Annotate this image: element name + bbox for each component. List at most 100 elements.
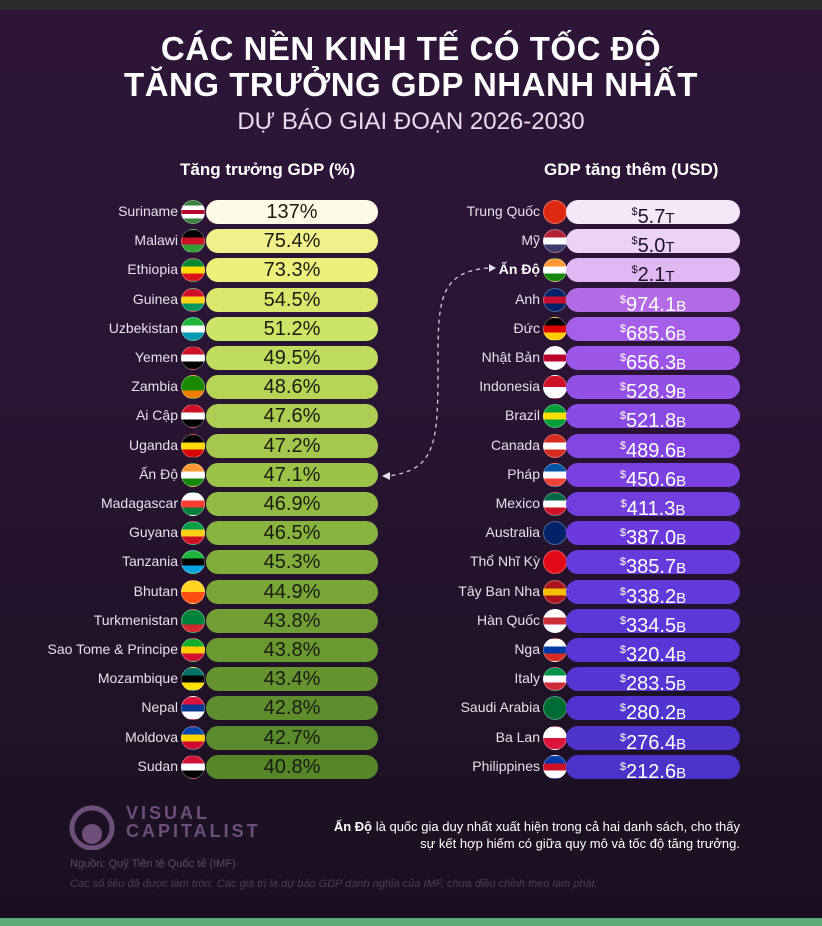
country-label: Malawi xyxy=(134,232,178,249)
country-label: Đức xyxy=(513,319,540,336)
value-bar: 73.3% xyxy=(206,258,378,283)
value-bar: $385.7B xyxy=(566,550,740,578)
currency-symbol: $ xyxy=(619,352,627,364)
value-label: 43.8% xyxy=(263,609,321,632)
value-label: 974.1 xyxy=(626,293,677,316)
value-label: 334.5 xyxy=(626,614,677,637)
bar-row: Mexico $411.3B xyxy=(0,492,822,520)
country-label: Nepal xyxy=(141,699,178,716)
value-label: 489.6 xyxy=(626,439,677,462)
flag-icon xyxy=(181,521,205,546)
value-label: 320.4 xyxy=(626,644,677,666)
currency-symbol: $ xyxy=(631,206,638,218)
flag-icon xyxy=(543,492,567,516)
value-bar: $521.8B xyxy=(566,404,740,432)
unit-suffix: T xyxy=(665,239,675,257)
country-label: Australia xyxy=(485,524,540,541)
value-bar: 137% xyxy=(206,200,378,224)
flag-icon xyxy=(181,462,205,487)
unit-suffix: B xyxy=(676,764,687,782)
value-bar: $276.4B xyxy=(566,725,740,754)
value-bar: 46.9% xyxy=(206,492,378,516)
country-label: Ấn Độ xyxy=(139,465,178,482)
flag-icon xyxy=(181,433,205,458)
value-label: 49.5% xyxy=(263,347,321,369)
unit-suffix: B xyxy=(676,385,687,403)
unit-suffix: B xyxy=(676,443,687,461)
value-label: 42.8% xyxy=(263,697,321,720)
currency-symbol: $ xyxy=(619,644,627,656)
bar-row: Turkmenistan 43.8% xyxy=(0,608,822,633)
value-label: 5.7 xyxy=(637,206,666,228)
title-line-1: CÁC NỀN KINH TẾ CÓ TỐC ĐỘ xyxy=(160,30,662,67)
flag-icon xyxy=(181,200,205,224)
bar-row: Sudan 40.8% xyxy=(0,754,822,779)
value-bar: $489.6B xyxy=(566,433,740,462)
flag-icon xyxy=(181,667,205,692)
country-label: Uganda xyxy=(128,436,178,453)
unit-suffix: B xyxy=(676,677,687,695)
currency-symbol: $ xyxy=(619,760,627,773)
subtitle: DỰ BÁO GIAI ĐOẠN 2026-2030 xyxy=(237,108,585,135)
bottom-strip xyxy=(0,918,822,926)
arrow-head-left xyxy=(382,472,390,480)
bar-row: Moldova 42.7% xyxy=(0,725,822,750)
arrow-head-right xyxy=(489,264,496,272)
unit-suffix: B xyxy=(676,648,687,665)
country-label: Italy xyxy=(514,670,540,687)
value-label: 75.4% xyxy=(263,230,321,253)
value-bar: 47.6% xyxy=(206,404,378,429)
country-label: Guyana xyxy=(128,524,178,541)
country-label: Sao Tome & Principe xyxy=(47,641,178,657)
bar-row: Ấn Độ 47.1% xyxy=(0,462,822,487)
value-label: 385.7 xyxy=(626,556,677,579)
currency-symbol: $ xyxy=(619,731,627,744)
country-label: Zambia xyxy=(131,378,178,395)
bar-row: Tanzania 45.3% xyxy=(0,550,822,575)
value-bar: 45.3% xyxy=(206,550,378,575)
value-label: 685.6 xyxy=(626,322,677,345)
value-bar: 75.4% xyxy=(206,229,378,254)
value-label: 44.9% xyxy=(263,580,321,603)
country-label: Ấn Độ xyxy=(498,261,540,278)
value-label: 283.5 xyxy=(626,673,677,696)
value-label: 5.0 xyxy=(637,235,666,258)
country-label: Mozambique xyxy=(97,670,178,687)
bar-row: Philippines $212.6B xyxy=(0,754,822,783)
flag-icon xyxy=(181,258,205,283)
currency-symbol: $ xyxy=(619,322,627,335)
value-bar: $283.5B xyxy=(566,667,740,695)
currency-symbol: $ xyxy=(631,264,638,277)
unit-suffix: B xyxy=(676,297,687,315)
currency-symbol: $ xyxy=(619,293,627,306)
bar-row: Pháp $450.6B xyxy=(0,462,822,491)
country-label: Ethiopia xyxy=(127,261,178,278)
flag-icon xyxy=(543,550,567,575)
value-bar: 47.1% xyxy=(206,462,378,487)
value-label: 521.8 xyxy=(626,410,677,433)
currency-symbol: $ xyxy=(619,673,627,686)
bar-row: Mỹ $5.0T xyxy=(0,229,822,257)
country-label: Canada xyxy=(490,436,540,453)
currency-symbol: $ xyxy=(619,585,627,598)
bar-row: Sao Tome & Principe 43.8% xyxy=(0,638,822,662)
visual-capitalist-logo: VISUAL CAPITALIST xyxy=(64,803,261,850)
country-label: Trung Quốc xyxy=(466,203,540,219)
value-label: 338.2 xyxy=(626,585,677,608)
country-label: Thổ Nhĩ Kỳ xyxy=(469,553,540,570)
logo-line-1: VISUAL xyxy=(126,803,211,823)
value-bar: $320.4B xyxy=(566,638,740,666)
bar-row: Anh $974.1B xyxy=(0,287,822,316)
value-bar: $450.6B xyxy=(566,462,740,491)
window-top-bar xyxy=(0,0,822,10)
value-bar: 42.8% xyxy=(206,696,378,721)
bar-row: Nga $320.4B xyxy=(0,638,822,666)
bar-row: Thổ Nhĩ Kỳ $385.7B xyxy=(0,550,822,578)
value-label: 280.2 xyxy=(626,702,677,725)
country-label: Turkmenistan xyxy=(93,611,178,628)
bar-row: Guyana 46.5% xyxy=(0,521,822,546)
country-label: Mỹ xyxy=(521,232,540,249)
value-label: 528.9 xyxy=(626,381,677,404)
country-label: Uzbekistan xyxy=(108,319,178,336)
